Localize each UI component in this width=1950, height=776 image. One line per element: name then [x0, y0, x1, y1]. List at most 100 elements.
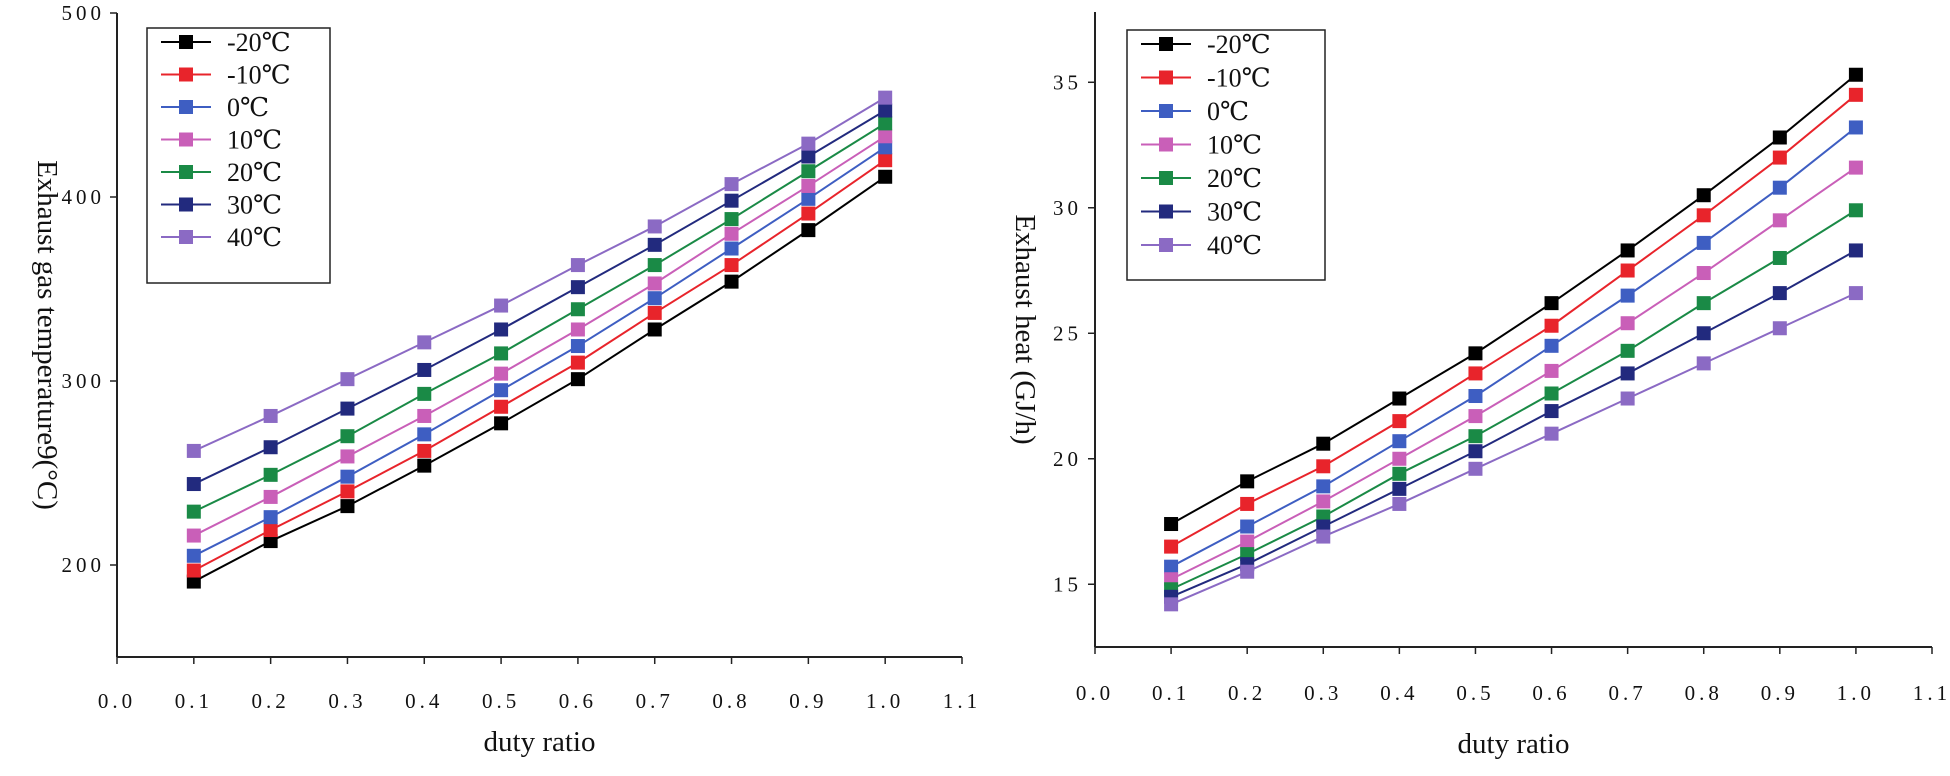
x-axis-label: duty ratio [1458, 728, 1570, 760]
x-tick-label: 0.2 [252, 689, 290, 713]
y-axis-label: Exhaust gas temperature9(°C) [31, 160, 63, 510]
data-point [1848, 243, 1863, 258]
data-point [1544, 386, 1559, 401]
data-point [1316, 529, 1331, 544]
data-point [801, 191, 816, 206]
data-point [1848, 87, 1863, 102]
data-point [1468, 346, 1483, 361]
data-point [1848, 67, 1863, 82]
data-point [878, 140, 893, 155]
data-point [1772, 130, 1787, 145]
data-point [340, 499, 355, 514]
data-point [570, 339, 585, 354]
data-point [1772, 180, 1787, 195]
data-point [1240, 534, 1255, 549]
data-point [1392, 496, 1407, 511]
data-point [340, 401, 355, 416]
legend-label: 20℃ [1207, 164, 1262, 193]
data-point [1468, 389, 1483, 404]
data-point [494, 322, 509, 337]
x-tick-label: 0.1 [175, 689, 213, 713]
x-tick-label: 0.9 [1761, 681, 1799, 705]
x-tick-label: 0.3 [328, 689, 366, 713]
data-point [724, 193, 739, 208]
x-tick-label: 0.3 [1304, 681, 1342, 705]
data-point [494, 346, 509, 361]
data-point [1620, 366, 1635, 381]
data-point [570, 372, 585, 387]
data-point [1620, 288, 1635, 303]
legend-label: 10℃ [1207, 131, 1262, 160]
legend-label: -10℃ [227, 61, 291, 90]
series-line [193, 175, 886, 583]
y-tick-label: 200 [62, 553, 106, 577]
legend-label: 0℃ [1207, 97, 1249, 126]
data-point [1620, 243, 1635, 258]
legend-marker [1159, 137, 1173, 152]
x-tick-label: 0.5 [482, 689, 520, 713]
series-line [193, 146, 886, 557]
data-point [186, 477, 201, 492]
data-point [1392, 466, 1407, 481]
data-point [417, 443, 432, 458]
data-point [1620, 343, 1635, 358]
data-point [647, 276, 662, 291]
legend-marker [179, 165, 193, 179]
data-point [1696, 296, 1711, 311]
data-point [263, 489, 278, 504]
data-point [340, 484, 355, 499]
data-point [1696, 208, 1711, 223]
data-point [1772, 250, 1787, 265]
data-point [1620, 316, 1635, 331]
data-point [1620, 263, 1635, 278]
data-point [647, 237, 662, 252]
series-line [1170, 73, 1857, 525]
data-point [647, 258, 662, 273]
legend-marker [1159, 171, 1173, 185]
data-point [263, 467, 278, 482]
series-line [193, 122, 886, 513]
data-point [494, 366, 509, 381]
series-line [1170, 126, 1857, 568]
data-point [647, 322, 662, 337]
series-line [193, 135, 886, 537]
data-point [724, 258, 739, 273]
data-point [186, 574, 201, 589]
data-point [1696, 356, 1711, 371]
series-line [1170, 209, 1857, 591]
data-point [1544, 404, 1559, 419]
x-tick-label: 0.7 [636, 689, 674, 713]
data-point [417, 427, 432, 442]
data-point [417, 335, 432, 350]
legend-marker [1159, 70, 1173, 85]
x-tick-label: 1.0 [866, 689, 904, 713]
legend-label: 40℃ [1207, 231, 1262, 260]
data-point [1392, 451, 1407, 466]
legend-marker [179, 67, 193, 82]
data-point [647, 305, 662, 320]
data-point [340, 372, 355, 387]
x-tick-label: 1.1 [943, 689, 981, 713]
data-point [570, 322, 585, 337]
x-tick-label: 0.6 [559, 689, 597, 713]
data-point [570, 355, 585, 370]
data-point [1848, 286, 1863, 301]
legend-marker [179, 100, 193, 114]
data-point [801, 164, 816, 179]
legend-marker [1159, 104, 1173, 118]
data-point [647, 219, 662, 234]
data-point [1696, 266, 1711, 281]
legend-marker [1159, 204, 1173, 219]
data-point [1240, 474, 1255, 489]
data-point [1772, 286, 1787, 301]
legend-marker [1159, 37, 1173, 51]
data-point [263, 440, 278, 455]
y-tick-label: 300 [62, 369, 106, 393]
data-point [186, 528, 201, 543]
y-tick-label: 20 [1053, 447, 1082, 471]
data-point [186, 548, 201, 563]
y-axis-label: Exhaust heat (GJ/h) [1009, 214, 1041, 444]
x-tick-label: 0.1 [1152, 681, 1190, 705]
